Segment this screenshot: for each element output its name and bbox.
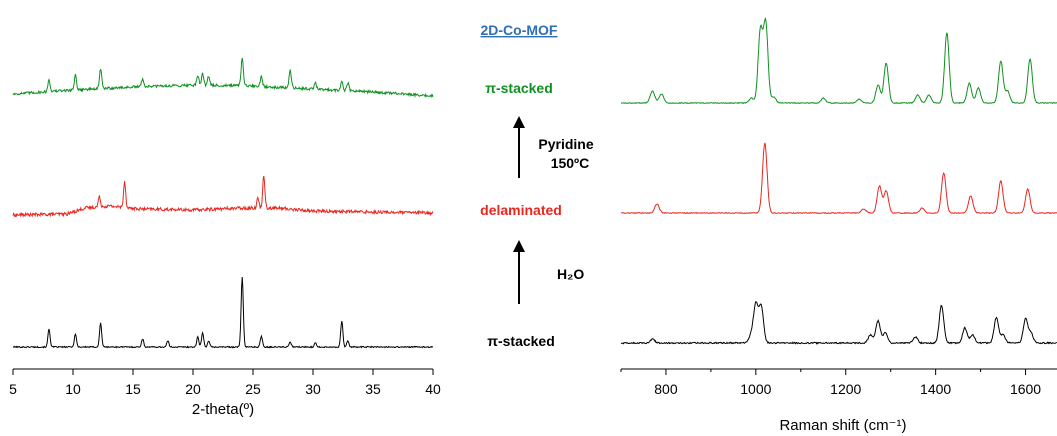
- raman-series-2: [620, 17, 1057, 105]
- material-title: 2D-Co-MOF: [481, 22, 558, 38]
- xrd-x-axis-title: 2-theta(º): [192, 401, 254, 418]
- xrd-tick-label-3: 20: [185, 381, 201, 397]
- label-top-pi-stacked: π-stacked: [485, 80, 553, 96]
- xrd-tick-label-4: 25: [245, 381, 261, 397]
- raman-series-1: [620, 142, 1057, 215]
- raman-tick-label-4: 1600: [1010, 381, 1041, 397]
- xrd-panel: 5 10 15 20 25 30 35 40 2-theta(º): [9, 57, 441, 418]
- xrd-series-0: [12, 276, 434, 349]
- xrd-tick-label-5: 30: [305, 381, 321, 397]
- arrow-water-head: [513, 240, 525, 252]
- label-temperature: 150ºC: [551, 155, 590, 171]
- raman-curves: [620, 17, 1057, 345]
- xrd-tick-label-0: 5: [9, 381, 17, 397]
- xrd-tick-label-1: 10: [65, 381, 81, 397]
- raman-x-axis-title: Raman shift (cm⁻¹): [779, 417, 906, 434]
- raman-ticks: 800 1000 1200 1400 1600: [620, 369, 1041, 397]
- xrd-curves: [12, 57, 434, 349]
- raman-tick-label-2: 1200: [830, 381, 861, 397]
- label-water: H₂O: [557, 266, 584, 282]
- raman-tick-label-3: 1400: [920, 381, 951, 397]
- raman-panel: 800 1000 1200 1400 1600 Raman shift (cm⁻¹): [620, 17, 1057, 434]
- raman-tick-label-1: 1000: [740, 381, 771, 397]
- xrd-tick-label-7: 40: [425, 381, 441, 397]
- label-delaminated: delaminated: [480, 202, 562, 218]
- label-bottom-pi-stacked: π-stacked: [487, 333, 555, 349]
- raman-series-0: [620, 301, 1057, 345]
- raman-tick-label-0: 800: [654, 381, 678, 397]
- label-pyridine: Pyridine: [538, 136, 593, 152]
- xrd-tick-label-2: 15: [125, 381, 141, 397]
- arrow-pyridine-head: [513, 116, 525, 128]
- xrd-tick-label-6: 35: [365, 381, 381, 397]
- xrd-series-2: [12, 57, 434, 99]
- xrd-series-1: [12, 175, 434, 218]
- xrd-ticks: 5 10 15 20 25 30 35 40: [9, 369, 441, 397]
- center-annotations: 2D-Co-MOF π-stacked delaminated π-stacke…: [480, 22, 594, 349]
